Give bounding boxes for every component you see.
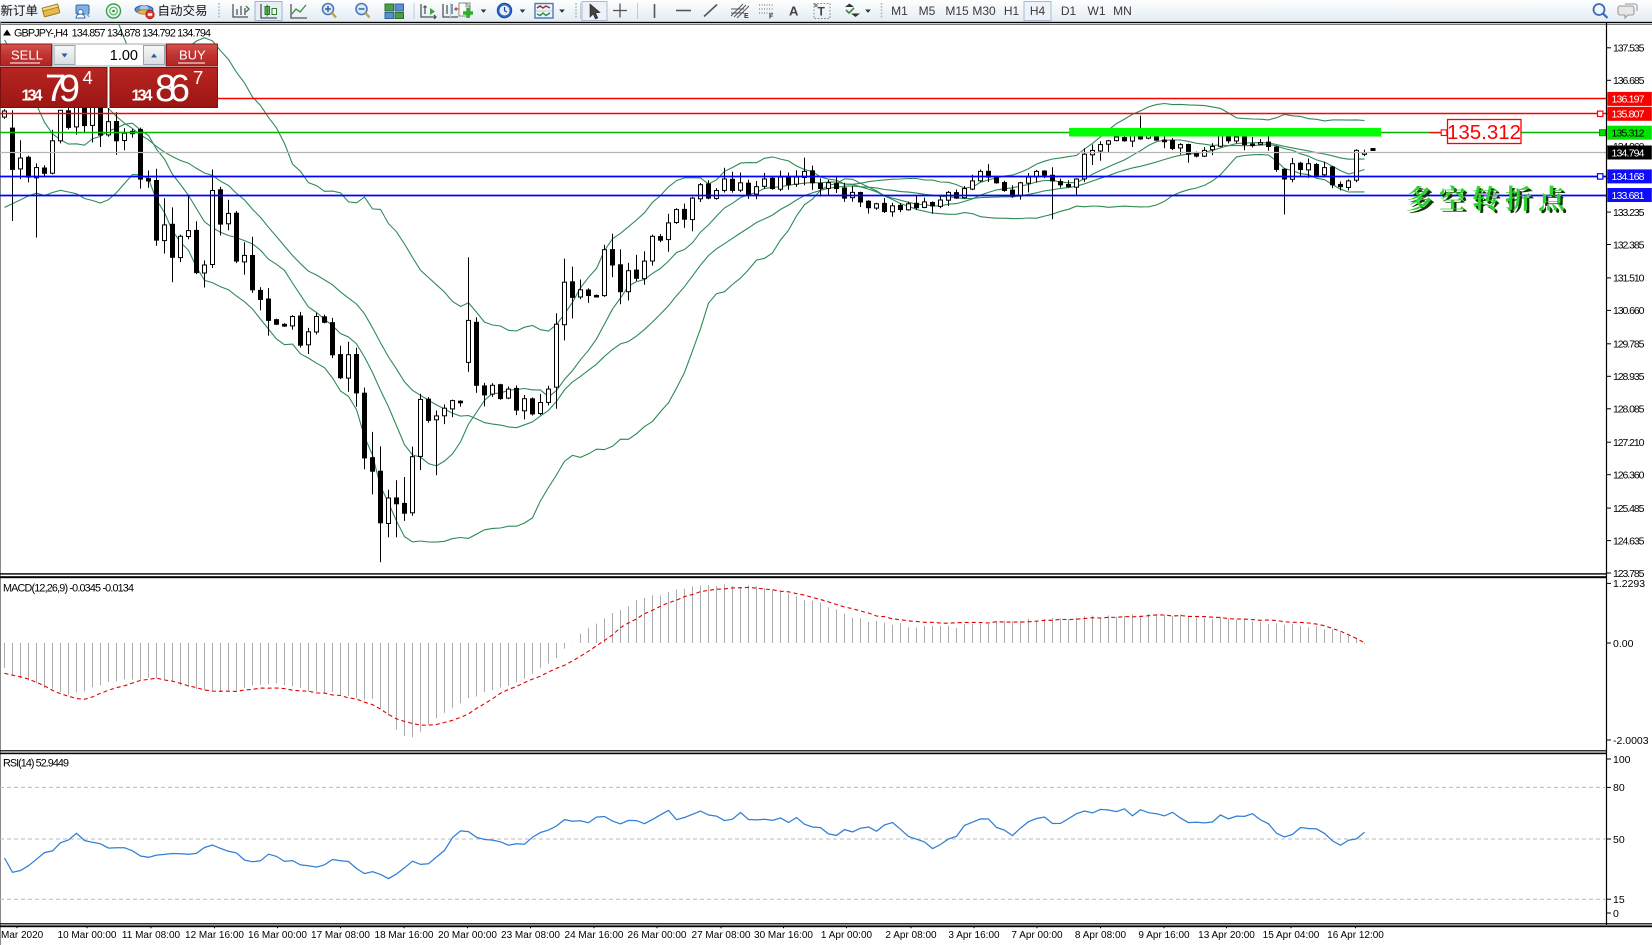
svg-text:0.00: 0.00 [1613,638,1634,650]
svg-text:GBPJPY-,H4 134.857 134.878 13: GBPJPY-,H4 134.857 134.878 134.792 134.7… [14,28,211,40]
svg-text:7 Apr 00:00: 7 Apr 00:00 [1011,930,1063,941]
svg-text:136.197: 136.197 [1612,94,1645,106]
svg-text:131.510: 131.510 [1613,273,1645,285]
svg-text:23 Mar 08:00: 23 Mar 08:00 [501,930,560,941]
svg-text:16 Mar 00:00: 16 Mar 00:00 [248,930,307,941]
svg-text:10 Mar 00:00: 10 Mar 00:00 [58,930,117,941]
svg-text:128.935: 128.935 [1613,371,1645,383]
svg-text:12 Mar 16:00: 12 Mar 16:00 [185,930,244,941]
svg-text:130.660: 130.660 [1613,305,1645,317]
svg-text:8 Apr 08:00: 8 Apr 08:00 [1075,930,1127,941]
svg-text:128.085: 128.085 [1613,404,1645,416]
svg-text:Mar 2020: Mar 2020 [1,930,44,941]
svg-text:4: 4 [83,67,93,88]
svg-text:132.385: 132.385 [1613,239,1645,251]
svg-text:M30: M30 [972,4,996,18]
svg-text:W1: W1 [1088,4,1106,18]
svg-text:125.485: 125.485 [1613,503,1645,515]
svg-text:123.785: 123.785 [1613,568,1645,580]
svg-text:127.210: 127.210 [1613,437,1645,449]
svg-text:A: A [789,4,799,19]
svg-text:MN: MN [1113,4,1132,18]
svg-text:BUY: BUY [179,48,206,63]
svg-text:134.168: 134.168 [1612,171,1645,183]
svg-text:134.794: 134.794 [1612,147,1645,159]
svg-text:13 Apr 20:00: 13 Apr 20:00 [1198,930,1255,941]
svg-text:15 Apr 04:00: 15 Apr 04:00 [1263,930,1320,941]
svg-text:-2.0003: -2.0003 [1613,735,1649,747]
svg-text:133.235: 133.235 [1613,207,1645,219]
svg-text:M5: M5 [919,4,936,18]
svg-text:7: 7 [193,67,203,88]
svg-text:15: 15 [1613,894,1625,906]
svg-text:E: E [744,13,749,20]
svg-text:136.685: 136.685 [1613,75,1645,87]
svg-text:86: 86 [155,68,190,110]
svg-text:RSI(14) 52.9449: RSI(14) 52.9449 [3,758,69,770]
svg-text:124.635: 124.635 [1613,535,1645,547]
svg-text:30 Mar 16:00: 30 Mar 16:00 [754,930,813,941]
svg-text:D1: D1 [1061,4,1077,18]
svg-text:0: 0 [1613,908,1619,920]
svg-text:126.360: 126.360 [1613,470,1645,482]
svg-text:1 Apr 00:00: 1 Apr 00:00 [821,930,873,941]
svg-text:T: T [818,5,826,19]
svg-text:MACD(12,26,9) -0.0345 -0.0134: MACD(12,26,9) -0.0345 -0.0134 [3,583,134,595]
svg-text:17 Mar 08:00: 17 Mar 08:00 [311,930,370,941]
svg-text:18 Mar 16:00: 18 Mar 16:00 [375,930,434,941]
svg-text:M15: M15 [945,4,969,18]
svg-text:135.312: 135.312 [1447,121,1521,144]
svg-text:80: 80 [1613,782,1625,794]
svg-text:79: 79 [45,68,80,110]
svg-text:135.312: 135.312 [1612,128,1645,140]
svg-text:134: 134 [132,88,153,105]
svg-text:20 Mar 00:00: 20 Mar 00:00 [438,930,497,941]
svg-text:133.681: 133.681 [1612,190,1645,202]
svg-text:9 Apr 16:00: 9 Apr 16:00 [1138,930,1190,941]
svg-text:H4: H4 [1030,4,1046,18]
svg-text:135.807: 135.807 [1612,109,1645,121]
svg-text:H1: H1 [1004,4,1020,18]
svg-text:F: F [769,14,774,21]
svg-text:SELL: SELL [11,48,43,63]
svg-text:1.2293: 1.2293 [1613,578,1645,590]
svg-text:137.535: 137.535 [1613,43,1645,55]
svg-text:11 Mar 08:00: 11 Mar 08:00 [122,930,181,941]
svg-text:100: 100 [1613,754,1631,766]
svg-text:2 Apr 08:00: 2 Apr 08:00 [885,930,937,941]
svg-text:24 Mar 16:00: 24 Mar 16:00 [565,930,624,941]
svg-text:50: 50 [1613,834,1625,846]
svg-text:27 Mar 08:00: 27 Mar 08:00 [692,930,751,941]
svg-text:26 Mar 00:00: 26 Mar 00:00 [628,930,687,941]
svg-text:129.785: 129.785 [1613,339,1645,351]
svg-text:3 Apr 16:00: 3 Apr 16:00 [948,930,1000,941]
svg-text:134: 134 [22,88,43,105]
svg-text:1.00: 1.00 [110,48,138,64]
svg-text:M1: M1 [891,4,908,18]
svg-text:16 Apr 12:00: 16 Apr 12:00 [1327,930,1384,941]
